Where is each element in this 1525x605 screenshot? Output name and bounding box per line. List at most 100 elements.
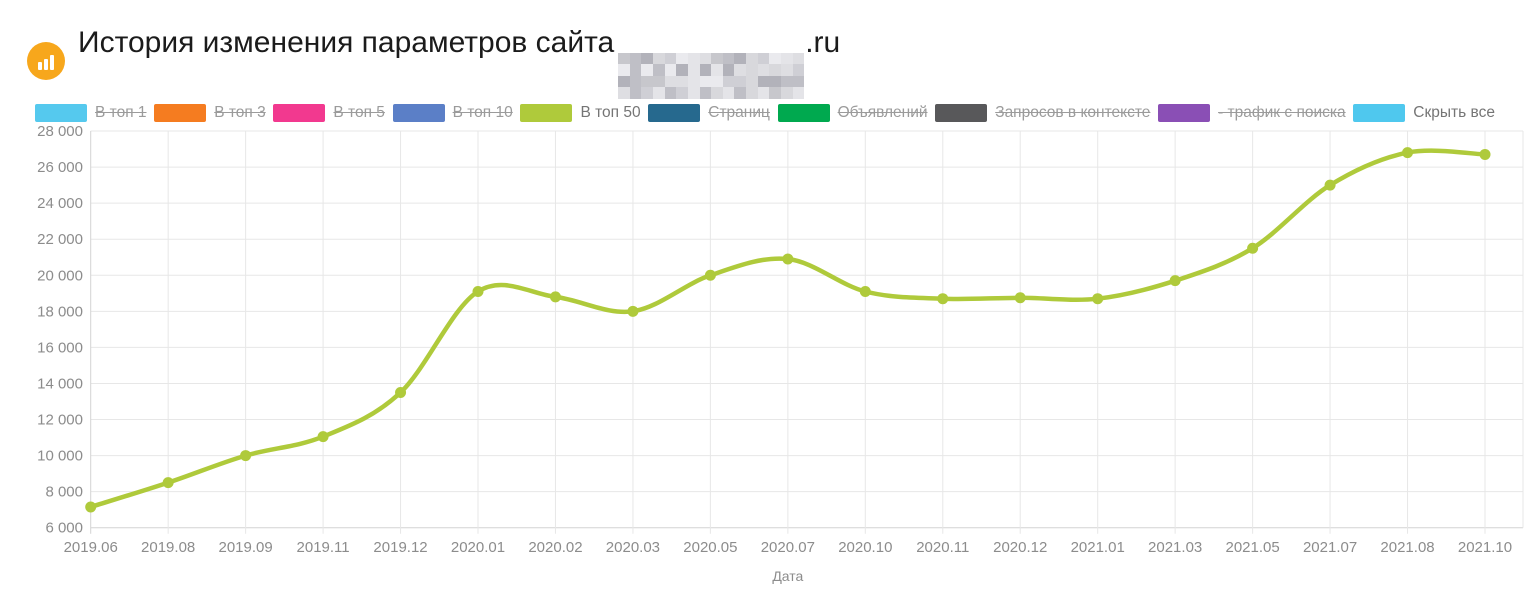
censored-pixel bbox=[664, 87, 677, 99]
censored-pixel bbox=[734, 75, 747, 87]
censored-pixel bbox=[699, 87, 712, 99]
censored-pixel bbox=[769, 75, 781, 87]
data-point-2019.08[interactable] bbox=[162, 477, 174, 489]
censored-pixel bbox=[792, 64, 805, 76]
censored-pixel bbox=[722, 52, 735, 64]
legend-swatch bbox=[520, 104, 573, 122]
data-point-2021.08[interactable] bbox=[1402, 147, 1414, 159]
data-point-2020.11[interactable] bbox=[937, 293, 949, 305]
data-point-2020.01[interactable] bbox=[472, 285, 484, 297]
legend-item-1[interactable]: В топ 3 bbox=[154, 104, 266, 122]
legend-item-3[interactable]: В топ 10 bbox=[392, 104, 513, 122]
censored-pixel bbox=[664, 52, 677, 64]
legend-item-0[interactable]: В топ 1 bbox=[35, 104, 147, 122]
legend-item-8[interactable]: - трафик с поиска bbox=[1158, 104, 1346, 122]
data-point-2021.07[interactable] bbox=[1324, 179, 1336, 191]
censored-pixel bbox=[734, 64, 747, 76]
y-axis-label: 26 000 bbox=[37, 159, 83, 176]
censored-pixel bbox=[629, 64, 642, 76]
legend-item-2[interactable]: В топ 5 bbox=[273, 104, 385, 122]
x-axis-label: 2020.05 bbox=[683, 539, 737, 556]
chart-legend: В топ 1 В топ 3 В топ 5 В топ 10 В топ 50 Стр… bbox=[35, 104, 1495, 122]
legend-swatch bbox=[154, 104, 207, 122]
bar-chart-icon-bar bbox=[38, 62, 42, 71]
censored-pixel bbox=[641, 64, 654, 76]
censored-pixel bbox=[722, 87, 735, 99]
x-axis-label: 2021.08 bbox=[1380, 539, 1434, 556]
data-point-2021.03[interactable] bbox=[1169, 275, 1181, 287]
data-point-2020.02[interactable] bbox=[549, 291, 561, 303]
censored-pixel bbox=[629, 52, 642, 64]
censored-pixel bbox=[676, 87, 688, 99]
legend-item-7[interactable]: Запросов в контексте bbox=[935, 104, 1150, 122]
legend-swatch bbox=[1158, 104, 1211, 122]
censored-pixel bbox=[618, 52, 630, 64]
censored-pixel bbox=[618, 75, 630, 87]
x-axis-title: Дата bbox=[772, 568, 803, 584]
data-point-2021.05[interactable] bbox=[1247, 242, 1259, 254]
censored-pixel bbox=[722, 64, 735, 76]
censored-pixel bbox=[746, 75, 758, 87]
x-axis-label: 2019.11 bbox=[297, 539, 350, 556]
data-point-2021.10[interactable] bbox=[1479, 148, 1491, 160]
legend-item-5[interactable]: Страниц bbox=[648, 104, 770, 122]
censored-pixel bbox=[792, 75, 805, 87]
censored-pixel bbox=[757, 52, 770, 64]
legend-item-9[interactable]: Скрыть все bbox=[1353, 104, 1495, 122]
legend-swatch bbox=[1353, 104, 1406, 122]
censored-pixel bbox=[734, 52, 747, 64]
censored-pixel bbox=[780, 52, 793, 64]
censored-pixel bbox=[757, 64, 770, 76]
censored-pixel bbox=[780, 87, 793, 99]
y-axis-label: 22 000 bbox=[37, 231, 83, 248]
x-axis-label: 2020.03 bbox=[606, 539, 660, 556]
data-point-2019.12[interactable] bbox=[395, 386, 407, 398]
data-point-2020.10[interactable] bbox=[859, 285, 871, 297]
legend-swatch bbox=[648, 104, 701, 122]
chart-canvas: 6 000 8 000 10 000 12 000 14 000 16 000 18 000… bbox=[37, 123, 1524, 584]
x-axis-label: 2019.09 bbox=[219, 539, 273, 556]
censored-pixel bbox=[653, 75, 665, 87]
censored-pixel bbox=[711, 64, 723, 76]
legend-swatch bbox=[273, 104, 326, 122]
x-axis-label: 2019.06 bbox=[64, 539, 118, 556]
data-point-2020.03[interactable] bbox=[627, 305, 639, 317]
domain-suffix: .ru bbox=[805, 26, 841, 59]
x-axis-label: 2020.12 bbox=[993, 539, 1047, 556]
y-axis-label: 28 000 bbox=[37, 125, 83, 140]
bar-chart-icon-bar bbox=[50, 55, 54, 71]
censored-pixel bbox=[629, 75, 642, 87]
data-point-2020.05[interactable] bbox=[704, 269, 716, 281]
x-axis-label: 2020.02 bbox=[528, 539, 582, 556]
data-point-2019.06[interactable] bbox=[85, 501, 97, 513]
y-axis-label: 16 000 bbox=[37, 339, 83, 356]
censored-pixel bbox=[746, 52, 758, 64]
censored-pixel bbox=[792, 52, 805, 64]
data-point-2021.01[interactable] bbox=[1092, 293, 1104, 305]
censored-pixel bbox=[653, 52, 665, 64]
y-axis-label: 10 000 bbox=[37, 448, 83, 465]
x-axis-label: 2019.08 bbox=[141, 539, 195, 556]
legend-item-6[interactable]: Объявлений bbox=[777, 104, 928, 122]
data-point-2019.11[interactable] bbox=[317, 431, 329, 443]
page-title-text: История изменения параметров сайта bbox=[78, 26, 615, 59]
y-axis-label: 8 000 bbox=[45, 484, 83, 501]
y-axis-label: 20 000 bbox=[37, 267, 83, 284]
censored-pixel bbox=[769, 52, 781, 64]
data-point-2020.07[interactable] bbox=[782, 253, 794, 265]
legend-label: В топ 50 bbox=[580, 104, 641, 121]
x-axis-label: 2020.11 bbox=[916, 539, 969, 556]
censored-pixel bbox=[618, 64, 630, 76]
censored-pixel bbox=[769, 64, 781, 76]
data-point-2019.09[interactable] bbox=[240, 450, 252, 462]
censored-pixel bbox=[653, 64, 665, 76]
censored-pixel bbox=[641, 87, 654, 99]
x-axis-label: 2020.01 bbox=[451, 539, 505, 556]
x-axis-label: 2021.03 bbox=[1148, 539, 1202, 556]
x-axis-label: 2019.12 bbox=[373, 539, 427, 556]
data-point-2020.12[interactable] bbox=[1014, 292, 1026, 304]
legend-label: В топ 5 bbox=[333, 104, 385, 121]
legend-item-4[interactable]: В топ 50 bbox=[520, 104, 641, 122]
censored-pixel bbox=[653, 87, 665, 99]
legend-swatch bbox=[777, 104, 830, 122]
